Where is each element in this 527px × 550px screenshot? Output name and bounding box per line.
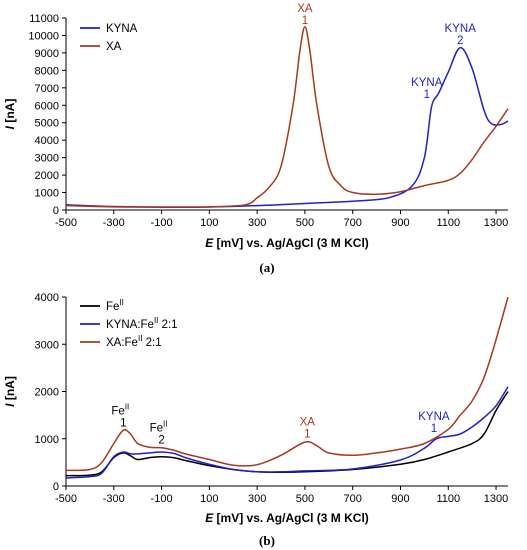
panel-a-chart: -500 -300 -100 100 300 500 700 900 1100 130001000… — [3, 3, 509, 275]
y-tick-label: 4000 — [35, 292, 59, 304]
y-tick-label: 9000 — [35, 48, 59, 60]
peak-annotation-index: 1 — [431, 423, 437, 435]
y-tick-label: 11000 — [29, 13, 59, 25]
y-tick-label: 4000 — [35, 135, 59, 147]
peak-annotation-index: 1 — [424, 89, 430, 101]
peak-annotation-index: 1 — [120, 417, 126, 429]
y-tick-label: 10000 — [28, 30, 59, 42]
x-tick-label: -300 — [103, 493, 125, 505]
series-line — [65, 386, 509, 479]
x-tick-label: 1300 — [484, 217, 508, 229]
x-tick-label: -100 — [151, 493, 173, 505]
y-tick-label: 0 — [53, 481, 59, 493]
series-line — [65, 296, 509, 472]
x-tick-label: -500 — [55, 493, 77, 505]
y-tick-label: 3000 — [35, 153, 59, 165]
peak-annotation: KYNA — [445, 23, 477, 35]
panel-label: (a) — [259, 260, 274, 275]
x-tick-label: -500 — [55, 217, 77, 229]
peak-annotation: XA — [297, 3, 313, 15]
x-tick-label: 1100 — [436, 493, 460, 505]
y-tick-label: 6000 — [35, 100, 59, 112]
x-axis-title: E [mV] vs. Ag/AgCl (3 M KCl) — [205, 511, 369, 525]
panel-label: (b) — [259, 533, 275, 548]
y-tick-label: 2000 — [35, 170, 59, 182]
x-tick-label: 100 — [200, 493, 218, 505]
x-tick-label: -100 — [151, 217, 173, 229]
x-tick-label: 1100 — [436, 217, 460, 229]
legend-label: KYNA — [106, 23, 138, 35]
peak-annotation-index: 1 — [302, 15, 308, 27]
legend-label: XA:FeII 2:1 — [106, 334, 162, 349]
x-axis-title: E [mV] vs. Ag/AgCl (3 M KCl) — [205, 236, 369, 250]
y-tick-label: 0 — [53, 205, 59, 217]
y-tick-label: 2000 — [35, 387, 59, 399]
peak-annotation: KYNA — [411, 77, 443, 89]
peak-annotation: KYNA — [418, 411, 450, 423]
x-tick-label: 500 — [296, 217, 314, 229]
y-axis-title: I [nA] — [3, 99, 17, 130]
peak-annotation-index: 1 — [304, 429, 310, 441]
y-tick-label: 1000 — [35, 188, 59, 200]
panel-b-chart: -500 -300 -100 100 300 500 700 900 1100 130001000… — [3, 292, 509, 548]
peak-annotation-index: 2 — [457, 35, 463, 47]
y-tick-label: 3000 — [35, 339, 59, 351]
y-tick-label: 7000 — [35, 83, 59, 95]
series-line — [65, 25, 509, 208]
y-tick-label: 8000 — [35, 65, 59, 77]
peak-annotation: FeII — [150, 419, 168, 434]
peak-annotation-index: 2 — [158, 434, 164, 446]
x-tick-label: 700 — [344, 217, 362, 229]
x-tick-label: 900 — [391, 217, 409, 229]
legend-label: XA — [106, 41, 122, 53]
y-axis-title: I [nA] — [3, 376, 17, 407]
x-tick-label: 100 — [200, 217, 218, 229]
x-tick-label: 300 — [248, 493, 266, 505]
legend-label: FeII — [106, 298, 124, 313]
series-line — [65, 46, 509, 209]
peak-annotation: FeII — [111, 402, 129, 417]
x-tick-label: 1300 — [484, 493, 508, 505]
x-tick-label: 300 — [248, 217, 266, 229]
legend-label: KYNA:FeII 2:1 — [106, 316, 178, 331]
peak-annotation: XA — [300, 417, 316, 429]
y-tick-label: 5000 — [35, 118, 59, 130]
x-tick-label: 700 — [344, 493, 362, 505]
x-tick-label: 900 — [391, 493, 409, 505]
x-tick-label: -300 — [103, 217, 125, 229]
y-tick-label: 1000 — [35, 434, 59, 446]
x-tick-label: 500 — [296, 493, 314, 505]
